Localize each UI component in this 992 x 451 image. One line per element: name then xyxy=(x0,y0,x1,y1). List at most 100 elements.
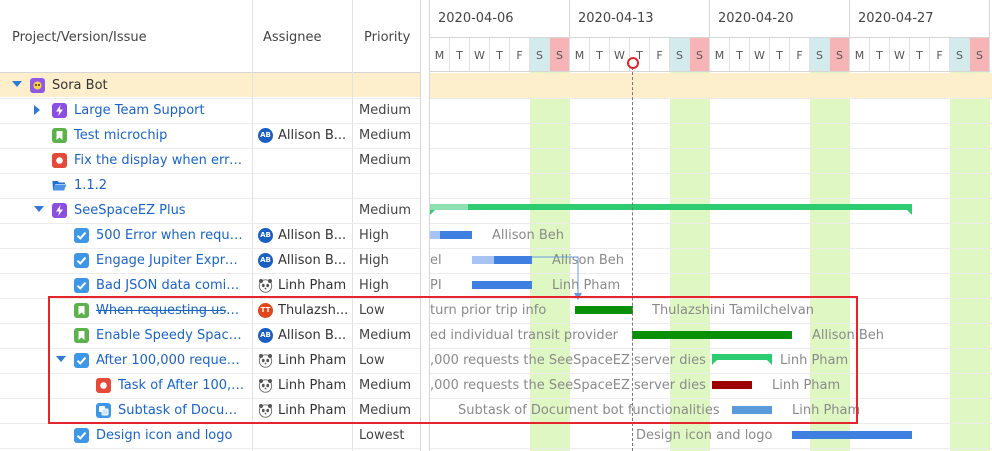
issue-row[interactable]: 500 Error when reque... AB Allison B... Hig… xyxy=(0,223,420,249)
issue-row[interactable]: Large Team Support Medium xyxy=(0,98,420,124)
story-icon xyxy=(52,128,67,143)
issue-name-link[interactable]: Test microchip xyxy=(74,128,168,143)
column-header-priority[interactable]: Priority xyxy=(364,30,411,45)
bar-label: turn prior trip info xyxy=(430,303,547,318)
day-header: S xyxy=(690,38,710,72)
issue-name-cell: Enable Speedy SpaceC... xyxy=(0,323,250,348)
subtask-bar[interactable] xyxy=(732,406,772,414)
column-divider[interactable] xyxy=(252,0,253,451)
issue-name-link[interactable]: SeeSpaceEZ Plus xyxy=(74,203,186,218)
bug-bar[interactable] xyxy=(712,381,752,389)
task-bar-progress[interactable] xyxy=(472,256,494,264)
avatar: AB xyxy=(258,253,273,268)
priority-cell: Medium xyxy=(359,203,411,218)
task-icon xyxy=(74,253,89,268)
bar-label: ,000 requests the SeeSpaceEZ server dies xyxy=(430,378,706,393)
issue-name-cell: Large Team Support xyxy=(0,98,250,123)
issue-name-cell: 500 Error when reque... xyxy=(0,223,250,248)
summary-bar-progress[interactable] xyxy=(430,204,468,210)
issue-grid: Project/Version/Issue Assignee Priority … xyxy=(0,0,430,451)
expand-icon[interactable] xyxy=(34,105,40,115)
avatar: TT xyxy=(258,303,273,318)
issue-row[interactable]: SeeSpaceEZ Plus Medium xyxy=(0,198,420,224)
day-header: M xyxy=(710,38,730,72)
day-header: S xyxy=(810,38,830,72)
column-header-project[interactable]: Project/Version/Issue xyxy=(12,30,147,45)
day-header: F xyxy=(930,38,950,72)
issue-row[interactable]: Test microchip AB Allison B... Medium xyxy=(0,123,420,149)
issue-name-link[interactable]: Bad JSON data coming... xyxy=(96,278,245,293)
task-bar[interactable] xyxy=(472,256,532,264)
column-divider[interactable] xyxy=(352,0,353,451)
assignee-cell: AB Allison B... xyxy=(258,323,350,348)
issue-name-link[interactable]: Engage Jupiter Express... xyxy=(96,253,245,268)
priority-cell: Lowest xyxy=(359,428,405,443)
task-bar[interactable] xyxy=(472,281,532,289)
weekend-band xyxy=(950,72,990,451)
collapse-icon[interactable] xyxy=(56,356,66,362)
day-header: M xyxy=(570,38,590,72)
issue-name-cell: 1.1.2 xyxy=(0,173,250,198)
bar-label: ,000 requests the SeeSpaceEZ server dies xyxy=(430,353,706,368)
assignee-cell: AB Allison B... xyxy=(258,223,350,248)
bar-label: Linh Pham xyxy=(792,403,861,418)
day-header: T xyxy=(630,38,650,72)
epic-icon xyxy=(52,103,67,118)
issue-name-link[interactable]: 500 Error when reque... xyxy=(96,228,245,243)
priority-cell: Medium xyxy=(359,153,411,168)
day-header: F xyxy=(790,38,810,72)
issue-name-cell: Test microchip xyxy=(0,123,250,148)
chart-row xyxy=(430,173,992,199)
collapse-icon[interactable] xyxy=(34,206,44,212)
assignee-cell xyxy=(258,148,350,173)
issue-row[interactable]: Sora Bot xyxy=(0,73,420,99)
priority-cell: High xyxy=(359,253,389,268)
summary-bar[interactable] xyxy=(712,354,772,360)
avatar: AB xyxy=(258,328,273,343)
task-bar-progress[interactable] xyxy=(430,231,440,239)
bar-label: Linh Pham xyxy=(772,378,841,393)
avatar-panda-icon xyxy=(258,404,273,418)
bar-label: Design icon and logo xyxy=(636,428,773,443)
column-header-assignee[interactable]: Assignee xyxy=(263,30,322,45)
summary-bar-cap xyxy=(712,360,717,365)
weekend-band xyxy=(810,72,850,451)
pane-splitter[interactable] xyxy=(420,0,430,451)
day-header: T xyxy=(910,38,930,72)
story-bar[interactable] xyxy=(632,331,792,339)
assignee-name: Allison B... xyxy=(278,128,347,143)
story-bar[interactable] xyxy=(575,306,633,314)
summary-bar[interactable] xyxy=(430,204,912,210)
issue-row[interactable]: Bad JSON data coming... Linh Pham High xyxy=(0,273,420,299)
task-bar[interactable] xyxy=(430,231,472,239)
collapse-icon[interactable] xyxy=(12,81,22,87)
folder-icon xyxy=(52,181,67,191)
day-header: F xyxy=(650,38,670,72)
bar-label: Allison Beh xyxy=(812,328,884,343)
issue-row[interactable]: Task of After 100,0... Linh Pham Medium xyxy=(0,373,420,399)
day-header: W xyxy=(890,38,910,72)
day-header: F xyxy=(510,38,530,72)
issue-row[interactable]: Engage Jupiter Express... AB Allison B... H… xyxy=(0,248,420,274)
issue-name-link[interactable]: Fix the display when error ... xyxy=(74,153,245,168)
issue-row[interactable]: Enable Speedy SpaceC... AB Allison B... Med… xyxy=(0,323,420,349)
assignee-name: Allison B... xyxy=(278,228,347,243)
day-header: S xyxy=(950,38,970,72)
issue-row[interactable]: Design icon and logo Lowest xyxy=(0,423,420,449)
issue-name-cell: When requesting user... xyxy=(0,298,250,323)
issue-row[interactable]: When requesting user... TT Thulazsh... Low xyxy=(0,298,420,324)
issue-name-link[interactable]: Design icon and logo xyxy=(96,428,233,443)
issue-name-link[interactable]: Large Team Support xyxy=(74,103,205,118)
chart-row xyxy=(430,148,992,174)
highlight-box xyxy=(48,296,858,424)
task-icon xyxy=(74,428,89,443)
chart-row xyxy=(430,73,992,99)
day-header: S xyxy=(830,38,850,72)
issue-row[interactable]: Fix the display when error ... Medium xyxy=(0,148,420,174)
issue-row[interactable]: 1.1.2 xyxy=(0,173,420,199)
issue-row[interactable]: After 100,000 requests... Linh Pham Low xyxy=(0,348,420,374)
issue-name-cell: Design icon and logo xyxy=(0,423,250,448)
task-bar[interactable] xyxy=(792,431,912,439)
issue-name-link[interactable]: 1.1.2 xyxy=(74,178,108,193)
day-header: S xyxy=(550,38,570,72)
